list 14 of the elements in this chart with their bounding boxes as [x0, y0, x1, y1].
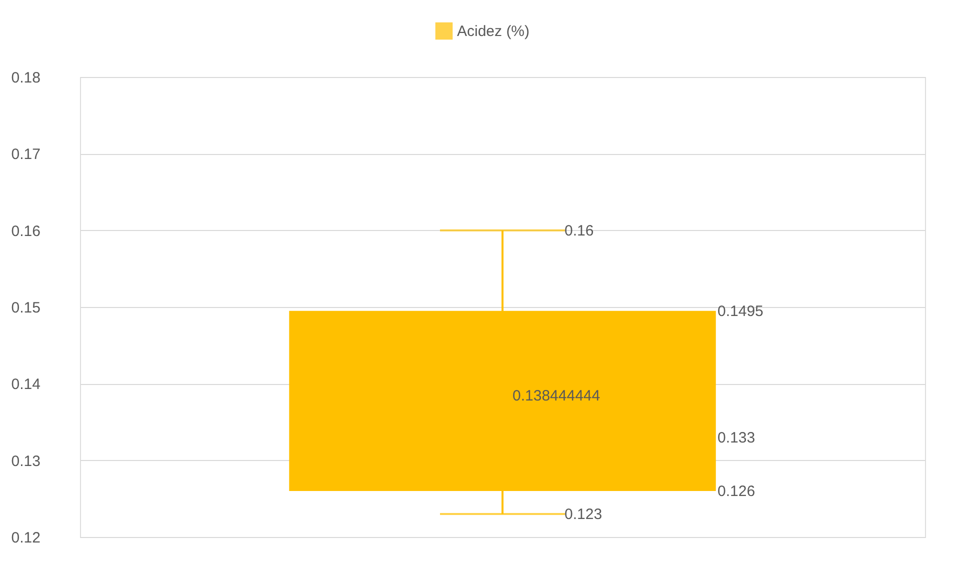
- y-tick-label: 0.16: [11, 222, 40, 240]
- y-tick-label: 0.13: [11, 452, 40, 470]
- annotation: 0.133: [718, 429, 756, 446]
- y-tick-label: 0.15: [11, 300, 40, 316]
- annotation: 0.138444444: [512, 388, 600, 405]
- legend-label: Acidez (%): [457, 23, 530, 40]
- annotation: 0.123: [564, 506, 602, 523]
- annotation: 0.16: [564, 222, 594, 240]
- annotation: 0.1495: [718, 302, 764, 320]
- y-tick-label: 0.12: [11, 530, 40, 546]
- y-tick-label: 0.18: [11, 70, 40, 86]
- y-tick-label: 0.17: [11, 146, 40, 164]
- y-tick-label: 0.14: [11, 376, 40, 394]
- annotation: 0.126: [718, 483, 756, 500]
